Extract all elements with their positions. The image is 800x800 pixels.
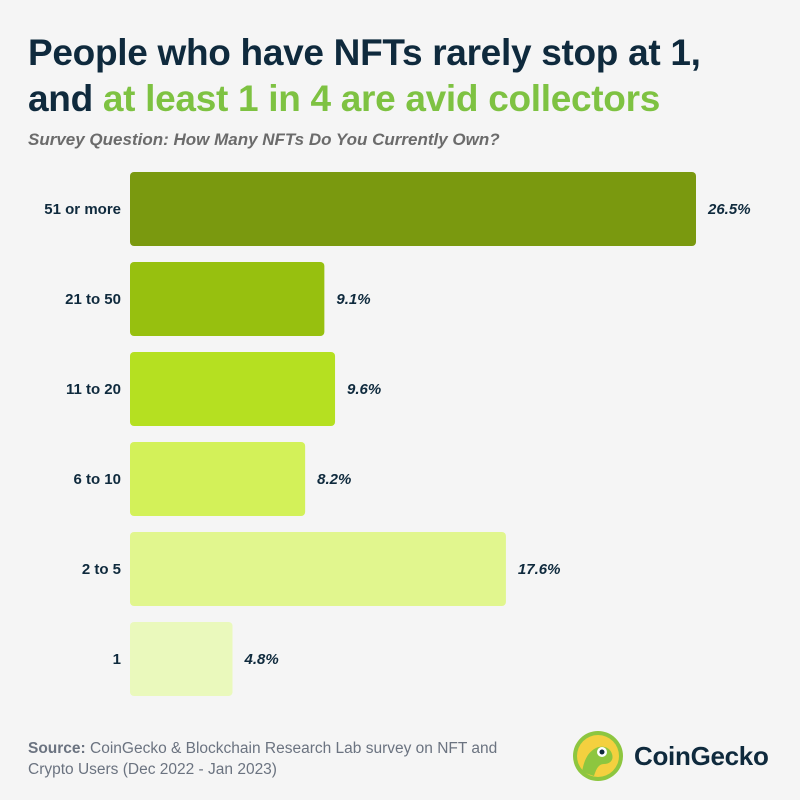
category-label: 1 — [113, 651, 121, 668]
source-note: Source: CoinGecko & Blockchain Research … — [28, 738, 528, 780]
value-label: 9.1% — [336, 291, 370, 308]
value-label: 9.6% — [347, 381, 381, 398]
category-label: 21 to 50 — [65, 291, 121, 308]
bar — [130, 622, 233, 696]
value-label: 17.6% — [518, 561, 561, 578]
value-label: 26.5% — [707, 201, 751, 218]
category-label: 11 to 20 — [66, 381, 121, 398]
bar-chart: 51 or more 26.5% 21 to 50 9.1% 11 to 20 9.6% 6… — [44, 172, 751, 696]
chart-title: People who have NFTs rarely stop at 1, a… — [28, 30, 788, 122]
value-label: 4.8% — [244, 651, 279, 668]
gecko-logo-icon — [573, 731, 623, 781]
bar — [130, 172, 696, 246]
brand-name: CoinGecko — [634, 740, 769, 771]
source-label: Source: — [28, 740, 86, 757]
category-label: 6 to 10 — [73, 471, 121, 488]
value-label: 8.2% — [317, 471, 351, 488]
bar — [130, 442, 306, 516]
chart-subtitle: Survey Question: How Many NFTs Do You Cu… — [28, 130, 500, 149]
source-text: CoinGecko & Blockchain Research Lab surv… — [28, 740, 498, 778]
bar — [130, 532, 506, 606]
bar — [130, 262, 325, 336]
category-label: 2 to 5 — [82, 561, 121, 578]
brand-logo: CoinGecko — [572, 730, 769, 782]
title-line-1: People who have NFTs rarely stop at 1, — [28, 32, 701, 73]
title-highlight: at least 1 in 4 are avid collectors — [102, 78, 660, 119]
category-label: 51 or more — [44, 201, 121, 218]
title-line-2-prefix: and — [28, 78, 103, 119]
bar — [130, 352, 336, 426]
